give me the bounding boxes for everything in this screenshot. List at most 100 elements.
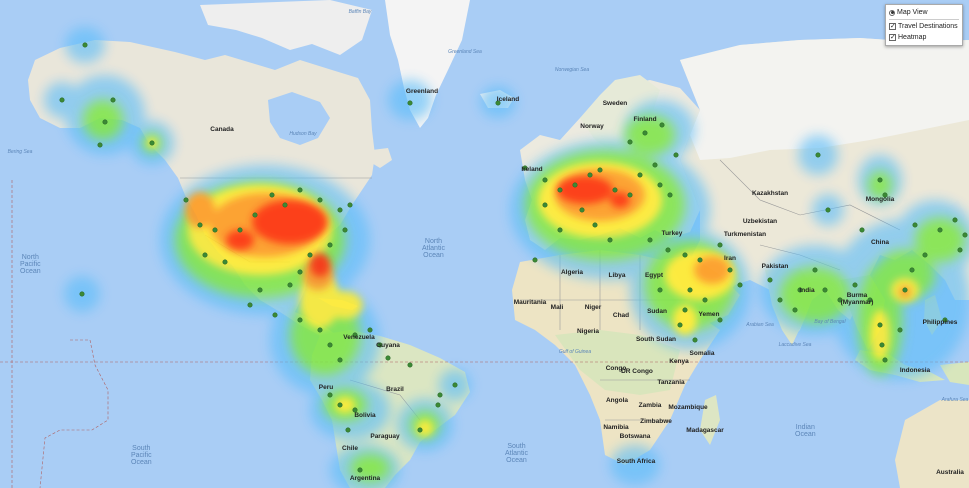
destination-marker[interactable] xyxy=(327,242,333,248)
destination-marker[interactable] xyxy=(647,237,653,243)
destination-marker[interactable] xyxy=(682,307,688,313)
destination-marker[interactable] xyxy=(777,297,783,303)
destination-marker[interactable] xyxy=(282,202,288,208)
destination-marker[interactable] xyxy=(542,177,548,183)
destination-marker[interactable] xyxy=(202,252,208,258)
destination-marker[interactable] xyxy=(59,97,65,103)
heatmap-option[interactable]: ✓ Heatmap xyxy=(889,32,959,43)
destination-marker[interactable] xyxy=(437,392,443,398)
destination-marker[interactable] xyxy=(822,287,828,293)
destination-marker[interactable] xyxy=(697,257,703,263)
map-view-radio[interactable] xyxy=(889,9,895,16)
destination-marker[interactable] xyxy=(882,357,888,363)
destination-marker[interactable] xyxy=(345,427,351,433)
destination-marker[interactable] xyxy=(579,207,585,213)
destination-marker[interactable] xyxy=(642,130,648,136)
destination-marker[interactable] xyxy=(352,332,358,338)
destination-marker[interactable] xyxy=(879,342,885,348)
destination-marker[interactable] xyxy=(367,327,373,333)
destination-marker[interactable] xyxy=(222,259,228,265)
destination-marker[interactable] xyxy=(183,197,189,203)
destination-marker[interactable] xyxy=(252,212,258,218)
destination-marker[interactable] xyxy=(297,269,303,275)
destination-marker[interactable] xyxy=(592,222,598,228)
destination-marker[interactable] xyxy=(377,342,383,348)
destination-marker[interactable] xyxy=(557,227,563,233)
destination-marker[interactable] xyxy=(877,177,883,183)
destination-marker[interactable] xyxy=(587,172,593,178)
destination-marker[interactable] xyxy=(897,327,903,333)
destination-marker[interactable] xyxy=(352,407,358,413)
destination-marker[interactable] xyxy=(922,252,928,258)
destination-marker[interactable] xyxy=(952,217,958,223)
destination-marker[interactable] xyxy=(79,291,85,297)
destination-marker[interactable] xyxy=(272,312,278,318)
destination-marker[interactable] xyxy=(407,100,413,106)
destination-marker[interactable] xyxy=(673,152,679,158)
destination-marker[interactable] xyxy=(727,267,733,273)
destination-marker[interactable] xyxy=(327,342,333,348)
destination-marker[interactable] xyxy=(197,222,203,228)
destination-marker[interactable] xyxy=(607,237,613,243)
destination-marker[interactable] xyxy=(612,187,618,193)
destination-marker[interactable] xyxy=(902,287,908,293)
destination-marker[interactable] xyxy=(867,297,873,303)
destination-marker[interactable] xyxy=(825,207,831,213)
destination-marker[interactable] xyxy=(452,382,458,388)
destination-marker[interactable] xyxy=(317,197,323,203)
destination-marker[interactable] xyxy=(572,182,578,188)
destination-marker[interactable] xyxy=(407,362,413,368)
destination-marker[interactable] xyxy=(597,167,603,173)
destination-marker[interactable] xyxy=(667,192,673,198)
destination-marker[interactable] xyxy=(435,402,441,408)
destination-marker[interactable] xyxy=(737,282,743,288)
destination-marker[interactable] xyxy=(212,227,218,233)
destination-marker[interactable] xyxy=(297,317,303,323)
destination-marker[interactable] xyxy=(637,172,643,178)
destination-marker[interactable] xyxy=(702,297,708,303)
heatmap-checkbox[interactable]: ✓ xyxy=(889,34,896,41)
travel-destinations-checkbox[interactable]: ✓ xyxy=(889,23,896,30)
destination-marker[interactable] xyxy=(357,467,363,473)
destination-marker[interactable] xyxy=(82,42,88,48)
map-view-option[interactable]: Map View xyxy=(889,7,959,18)
destination-marker[interactable] xyxy=(495,100,501,106)
destination-marker[interactable] xyxy=(327,392,333,398)
destination-marker[interactable] xyxy=(909,267,915,273)
destination-marker[interactable] xyxy=(665,247,671,253)
destination-marker[interactable] xyxy=(97,142,103,148)
destination-marker[interactable] xyxy=(307,252,313,258)
destination-marker[interactable] xyxy=(417,427,423,433)
destination-marker[interactable] xyxy=(962,232,968,238)
destination-marker[interactable] xyxy=(102,119,108,125)
destination-marker[interactable] xyxy=(269,192,275,198)
destination-marker[interactable] xyxy=(627,192,633,198)
destination-marker[interactable] xyxy=(815,152,821,158)
destination-marker[interactable] xyxy=(677,322,683,328)
destination-marker[interactable] xyxy=(287,282,293,288)
destination-marker[interactable] xyxy=(852,282,858,288)
destination-marker[interactable] xyxy=(937,227,943,233)
travel-destinations-option[interactable]: ✓ Travel Destinations xyxy=(889,21,959,32)
destination-marker[interactable] xyxy=(692,337,698,343)
destination-marker[interactable] xyxy=(342,227,348,233)
destination-marker[interactable] xyxy=(657,182,663,188)
destination-marker[interactable] xyxy=(257,287,263,293)
destination-marker[interactable] xyxy=(792,307,798,313)
destination-marker[interactable] xyxy=(110,97,116,103)
destination-marker[interactable] xyxy=(627,139,633,145)
destination-marker[interactable] xyxy=(149,140,155,146)
destination-marker[interactable] xyxy=(882,192,888,198)
destination-marker[interactable] xyxy=(717,317,723,323)
destination-marker[interactable] xyxy=(942,317,948,323)
destination-marker[interactable] xyxy=(337,402,343,408)
destination-marker[interactable] xyxy=(767,277,773,283)
destination-marker[interactable] xyxy=(912,222,918,228)
destination-marker[interactable] xyxy=(652,162,658,168)
destination-marker[interactable] xyxy=(337,207,343,213)
destination-marker[interactable] xyxy=(522,165,528,171)
destination-marker[interactable] xyxy=(347,202,353,208)
destination-marker[interactable] xyxy=(687,287,693,293)
